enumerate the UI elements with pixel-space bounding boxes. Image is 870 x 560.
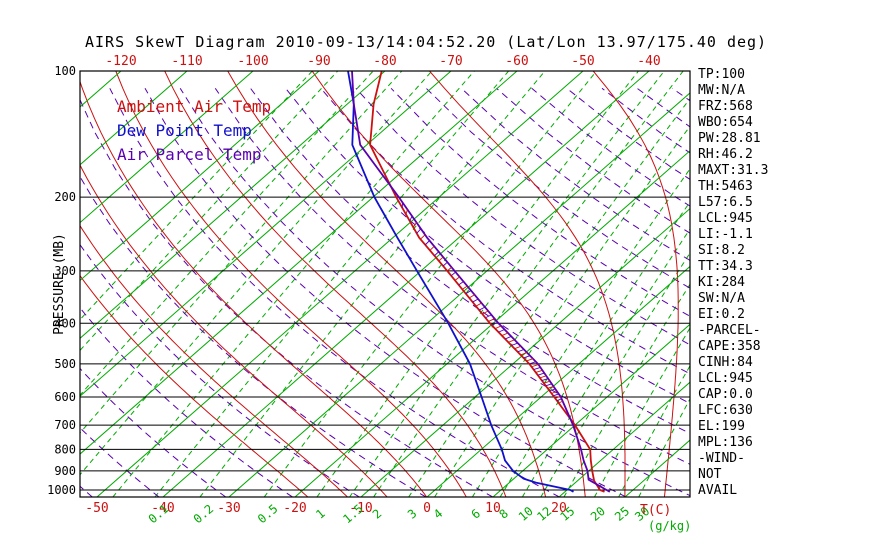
top-temp-label: -80 — [373, 54, 396, 69]
pressure-axis-label: PRESSURE (MB) — [52, 233, 67, 335]
stat-line: -WIND- — [698, 451, 745, 466]
stat-line: -PARCEL- — [698, 323, 761, 338]
mixing-unit-label: (g/kg) — [648, 519, 691, 533]
stat-line: AVAIL — [698, 483, 737, 498]
stat-line: L57:6.5 — [698, 195, 753, 210]
top-temp-label: -50 — [571, 54, 594, 69]
stat-line: TH:5463 — [698, 179, 753, 194]
pressure-tick-label: 900 — [54, 464, 76, 478]
bottom-temp-label: 0 — [423, 501, 431, 516]
mixing-ratio-label: 1 — [313, 506, 328, 521]
stat-line: SI:8.2 — [698, 243, 745, 258]
stat-line: CAPE:358 — [698, 339, 761, 354]
pressure-tick-label: 400 — [54, 316, 76, 330]
pressure-tick-label: 300 — [54, 264, 76, 278]
pressure-tick-label: 100 — [54, 64, 76, 78]
top-temp-label: -60 — [505, 54, 528, 69]
axis-labels: -120 -110 -100 -90 -80 -70 -60 -50 -40-50 -40 -30-… — [47, 54, 768, 526]
stat-line: FRZ:568 — [698, 99, 753, 114]
chart-title: AIRS SkewT Diagram 2010-09-13/14:04:52.2… — [85, 33, 767, 51]
cape-hatch — [401, 202, 563, 404]
top-temp-label: -40 — [637, 54, 660, 69]
mixing-ratio-label: 2 — [370, 506, 385, 521]
mixing-ratio-label: 0.5 — [255, 502, 281, 527]
legend-dewpoint-label: Dew Point Temp — [117, 121, 252, 140]
sounding-dewpoint — [347, 71, 574, 493]
stat-line: TP:100 — [698, 67, 745, 82]
stat-line: SW:N/A — [698, 291, 745, 306]
bottom-temp-label: 10 — [485, 501, 501, 516]
stat-line: TT:34.3 — [698, 259, 753, 274]
stat-line: MW:N/A — [698, 83, 745, 98]
stat-line: KI:284 — [698, 275, 745, 290]
sounding-ambient — [369, 71, 605, 493]
temp-unit-label: T(C) — [640, 503, 671, 518]
top-temp-label: -110 — [171, 54, 202, 69]
stat-line: NOT — [698, 467, 722, 482]
mixing-ratio-label: 3 — [405, 506, 420, 521]
stat-line: CINH:84 — [698, 355, 753, 370]
stat-line: EI:0.2 — [698, 307, 745, 322]
plot-border — [79, 70, 691, 498]
stat-line: PW:28.81 — [698, 131, 761, 146]
stat-line: LCL:945 — [698, 211, 753, 226]
mixing-ratio-label: 25 — [612, 504, 632, 524]
bottom-temp-label: -10 — [349, 501, 372, 516]
legend-ambient-label: Ambient Air Temp — [117, 97, 271, 116]
top-temp-label: -120 — [105, 54, 136, 69]
pressure-tick-label: 1000 — [47, 483, 76, 497]
bottom-temp-label: 20 — [551, 501, 567, 516]
mixing-ratio-label: 20 — [588, 504, 608, 524]
bottom-temp-label: -40 — [151, 501, 174, 516]
isotherms — [80, 71, 690, 497]
bottom-temp-label: -20 — [283, 501, 306, 516]
mixing-ratio-label: 8 — [496, 506, 511, 521]
background-lines — [80, 70, 690, 497]
stat-line: CAP:0.0 — [698, 387, 753, 402]
pressure-lines — [80, 70, 690, 491]
pressure-tick-label: 200 — [54, 190, 76, 204]
bottom-temp-label: -30 — [217, 501, 240, 516]
stat-line: MPL:136 — [698, 435, 753, 450]
mixing-ratio-label: 10 — [516, 504, 536, 524]
top-temp-label: -90 — [307, 54, 330, 69]
dry-adiabats — [80, 87, 690, 497]
bottom-temp-label: -50 — [85, 501, 108, 516]
pressure-tick-label: 700 — [54, 418, 76, 432]
pressure-tick-label: 500 — [54, 357, 76, 371]
stat-line: WBO:654 — [698, 115, 753, 130]
mixing-ratio-label: 4 — [431, 506, 446, 521]
mixing-ratio-label: 0.2 — [191, 502, 217, 527]
legend-parcel-label: Air Parcel Temp — [117, 145, 262, 164]
top-temp-label: -100 — [237, 54, 268, 69]
mixing-ratio-label: 6 — [469, 506, 484, 521]
stat-line: MAXT:31.3 — [698, 163, 768, 178]
sounding-parcel — [351, 71, 611, 493]
stat-line: RH:46.2 — [698, 147, 753, 162]
stat-line: LCL:945 — [698, 371, 753, 386]
stat-line: EL:199 — [698, 419, 745, 434]
pressure-tick-label: 800 — [54, 442, 76, 456]
pressure-tick-label: 600 — [54, 390, 76, 404]
stat-line: LFC:630 — [698, 403, 753, 418]
sounding-curves — [79, 70, 691, 498]
top-temp-label: -70 — [439, 54, 462, 69]
stat-line: LI:-1.1 — [698, 227, 753, 242]
